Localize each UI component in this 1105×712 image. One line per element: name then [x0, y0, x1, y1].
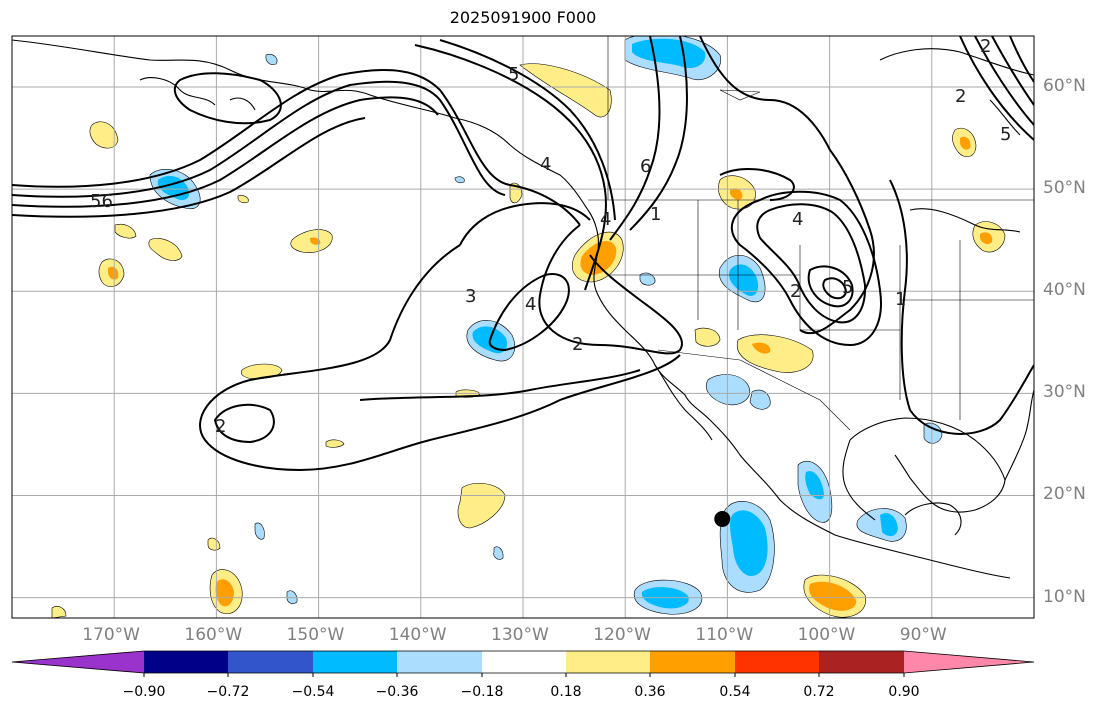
- longitude-label: 100°W: [797, 625, 856, 645]
- colorbar-segment: [650, 651, 735, 673]
- storm-position-marker: [714, 510, 731, 527]
- contour-label: 5: [1000, 124, 1011, 145]
- longitude-label: 110°W: [695, 625, 754, 645]
- anomaly-shading: [51, 36, 1006, 618]
- contour-label: 4: [540, 154, 551, 175]
- colorbar: [11, 650, 1035, 677]
- colorbar-tick-label: −0.72: [206, 684, 250, 700]
- latitude-label: 10°N: [1043, 586, 1086, 607]
- longitude-label: 130°W: [491, 625, 549, 645]
- colorbar-segment: [735, 651, 819, 673]
- colorbar-tick-label: −0.36: [375, 684, 419, 700]
- longitude-label: 150°W: [286, 625, 345, 645]
- map-title: 2025091900 F000: [449, 8, 597, 27]
- colorbar-tick-label: −0.18: [460, 684, 504, 700]
- colorbar-segment: [228, 651, 313, 673]
- colorbar-segment: [144, 651, 228, 673]
- colorbar-tick-label: −0.90: [122, 684, 166, 700]
- contour-label: 5: [508, 64, 519, 85]
- colorbar-tick-label: 0.36: [634, 684, 666, 700]
- political-borders: [588, 36, 1034, 431]
- latitude-label: 60°N: [1043, 76, 1086, 97]
- latitude-label: 20°N: [1043, 484, 1086, 505]
- height-contours: [12, 36, 1034, 472]
- contour-label: 1: [650, 204, 661, 225]
- contour-label: 2: [790, 281, 801, 302]
- colorbar-segment: [904, 651, 1034, 673]
- contour-label: 2: [955, 86, 966, 107]
- longitude-label: 90°W: [899, 625, 947, 645]
- contour-label: 6: [640, 156, 651, 177]
- longitude-label: 120°W: [593, 625, 651, 645]
- colorbar-tick-label: 0.54: [719, 684, 751, 700]
- colorbar-segment: [566, 651, 650, 673]
- contour-labels: 56 5 4 6 4 3 2 4 2 2 5 1 5 2 4 1 2: [90, 36, 1011, 437]
- contour-label: 4: [600, 209, 611, 230]
- contour-label: 2: [572, 334, 583, 355]
- longitude-label: 160°W: [184, 625, 243, 645]
- colorbar-tick-label: 0.72: [803, 684, 835, 700]
- contour-label: 4: [525, 294, 536, 315]
- latitude-label: 50°N: [1043, 178, 1086, 199]
- contour-label: 1: [895, 289, 906, 310]
- colorbar-tick-label: 0.90: [888, 684, 920, 700]
- colorbar-segment: [12, 651, 144, 673]
- latitude-label: 30°N: [1043, 382, 1086, 403]
- contour-label: 5: [842, 277, 853, 298]
- map-frame: [11, 35, 1035, 619]
- longitude-label: 170°W: [82, 625, 140, 645]
- contour-label: 3: [465, 286, 476, 307]
- longitude-label: 140°W: [388, 625, 447, 645]
- colorbar-tick-label: −0.54: [291, 684, 335, 700]
- colorbar-segment: [313, 651, 397, 673]
- contour-label: 2: [980, 36, 991, 57]
- colorbar-segment: [397, 651, 482, 673]
- latitude-label: 40°N: [1043, 280, 1086, 301]
- contour-label: 2: [215, 416, 226, 437]
- colorbar-segment: [482, 651, 566, 673]
- colorbar-segment: [819, 651, 904, 673]
- contour-label: 4: [792, 209, 803, 230]
- colorbar-tick-label: 0.18: [550, 684, 582, 700]
- contour-label: 56: [90, 191, 113, 212]
